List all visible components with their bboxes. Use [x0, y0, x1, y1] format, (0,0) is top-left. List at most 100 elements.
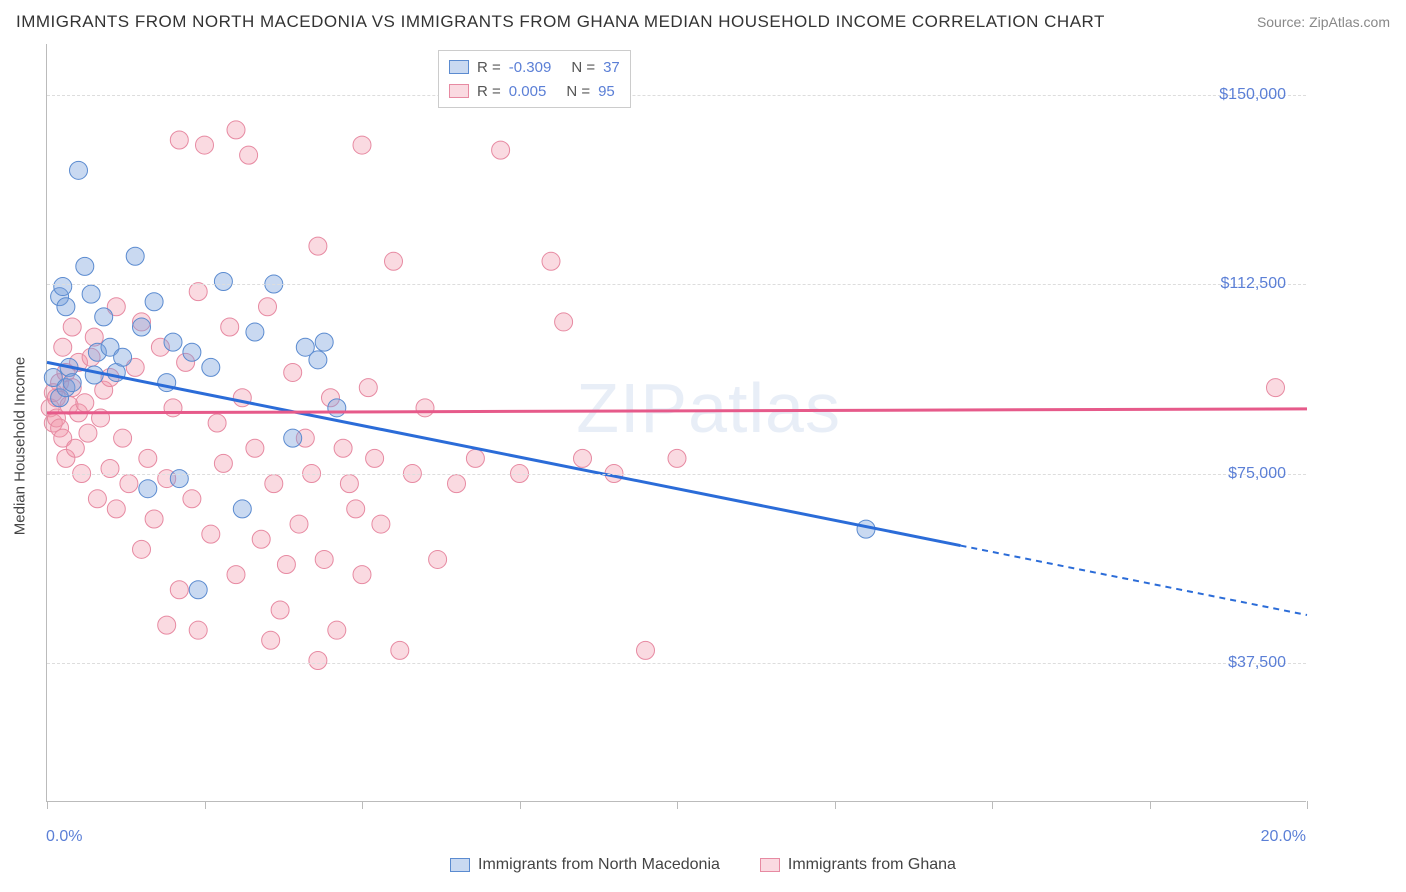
- gridline: [47, 663, 1306, 664]
- y-tick-label: $37,500: [1228, 654, 1286, 672]
- data-point-ghana: [385, 252, 403, 270]
- data-point-ghana: [221, 318, 239, 336]
- data-point-ghana: [416, 399, 434, 417]
- x-tick: [520, 801, 521, 809]
- data-point-north_macedonia: [114, 348, 132, 366]
- legend-swatch: [449, 60, 469, 74]
- title-bar: IMMIGRANTS FROM NORTH MACEDONIA VS IMMIG…: [16, 12, 1390, 32]
- legend-r-value: -0.309: [509, 59, 552, 76]
- legend-swatch: [449, 84, 469, 98]
- legend-n-value: 95: [598, 83, 615, 100]
- data-point-ghana: [133, 540, 151, 558]
- x-tick: [362, 801, 363, 809]
- data-point-ghana: [466, 449, 484, 467]
- data-point-north_macedonia: [70, 161, 88, 179]
- data-point-north_macedonia: [95, 308, 113, 326]
- data-point-north_macedonia: [284, 429, 302, 447]
- data-point-ghana: [54, 338, 72, 356]
- data-point-north_macedonia: [85, 366, 103, 384]
- data-point-ghana: [145, 510, 163, 528]
- data-point-north_macedonia: [54, 278, 72, 296]
- data-point-north_macedonia: [315, 333, 333, 351]
- data-point-ghana: [340, 475, 358, 493]
- data-point-ghana: [120, 475, 138, 493]
- data-point-ghana: [353, 566, 371, 584]
- data-point-ghana: [315, 550, 333, 568]
- data-point-ghana: [196, 136, 214, 154]
- data-point-ghana: [107, 500, 125, 518]
- legend-n-label: N =: [566, 83, 590, 100]
- data-point-ghana: [284, 363, 302, 381]
- data-point-ghana: [189, 621, 207, 639]
- x-axis-label: 20.0%: [1261, 828, 1306, 846]
- data-point-north_macedonia: [164, 333, 182, 351]
- data-point-north_macedonia: [82, 285, 100, 303]
- data-point-ghana: [265, 475, 283, 493]
- gridline: [47, 474, 1306, 475]
- data-point-north_macedonia: [328, 399, 346, 417]
- legend-row-ghana: R = 0.005 N = 95: [449, 79, 620, 103]
- data-point-north_macedonia: [183, 343, 201, 361]
- data-point-ghana: [114, 429, 132, 447]
- data-point-north_macedonia: [57, 298, 75, 316]
- x-tick: [992, 801, 993, 809]
- y-axis-title: Median Household Income: [12, 357, 29, 535]
- legend-r-label: R =: [477, 59, 501, 76]
- data-point-ghana: [542, 252, 560, 270]
- regression-line-dashed-north_macedonia: [961, 546, 1308, 615]
- x-tick: [677, 801, 678, 809]
- y-tick-label: $112,500: [1220, 275, 1286, 293]
- x-tick: [47, 801, 48, 809]
- x-tick: [1307, 801, 1308, 809]
- data-point-ghana: [555, 313, 573, 331]
- x-tick: [835, 801, 836, 809]
- data-point-north_macedonia: [133, 318, 151, 336]
- y-tick-label: $150,000: [1219, 86, 1286, 104]
- data-point-ghana: [183, 490, 201, 508]
- data-point-ghana: [277, 555, 295, 573]
- data-point-north_macedonia: [202, 358, 220, 376]
- data-point-ghana: [448, 475, 466, 493]
- data-point-ghana: [391, 641, 409, 659]
- data-point-ghana: [76, 394, 94, 412]
- bottom-legend-label: Immigrants from Ghana: [788, 856, 956, 874]
- data-point-ghana: [164, 399, 182, 417]
- data-point-ghana: [214, 454, 232, 472]
- data-point-ghana: [574, 449, 592, 467]
- data-point-north_macedonia: [139, 480, 157, 498]
- legend-r-label: R =: [477, 83, 501, 100]
- data-point-ghana: [492, 141, 510, 159]
- x-axis-label: 0.0%: [46, 828, 82, 846]
- data-point-ghana: [79, 424, 97, 442]
- data-point-ghana: [208, 414, 226, 432]
- data-point-ghana: [139, 449, 157, 467]
- bottom-legend-item-ghana: Immigrants from Ghana: [760, 856, 956, 874]
- data-point-ghana: [252, 530, 270, 548]
- chart-title: IMMIGRANTS FROM NORTH MACEDONIA VS IMMIG…: [16, 12, 1105, 32]
- data-point-ghana: [347, 500, 365, 518]
- legend-n-value: 37: [603, 59, 620, 76]
- data-point-ghana: [259, 298, 277, 316]
- chart-svg: [47, 44, 1307, 802]
- legend-box: R = -0.309 N = 37 R = 0.005 N = 95: [438, 50, 631, 108]
- data-point-ghana: [359, 379, 377, 397]
- gridline: [47, 95, 1306, 96]
- data-point-ghana: [637, 641, 655, 659]
- legend-r-value: 0.005: [509, 83, 547, 100]
- data-point-ghana: [309, 652, 327, 670]
- data-point-ghana: [353, 136, 371, 154]
- legend-swatch: [760, 858, 780, 872]
- data-point-ghana: [366, 449, 384, 467]
- data-point-ghana: [227, 121, 245, 139]
- data-point-ghana: [227, 566, 245, 584]
- data-point-north_macedonia: [170, 470, 188, 488]
- data-point-ghana: [170, 581, 188, 599]
- data-point-ghana: [271, 601, 289, 619]
- data-point-north_macedonia: [246, 323, 264, 341]
- gridline: [47, 284, 1306, 285]
- data-point-ghana: [328, 621, 346, 639]
- data-point-ghana: [309, 237, 327, 255]
- data-point-ghana: [290, 515, 308, 533]
- regression-line-ghana: [47, 409, 1307, 413]
- data-point-ghana: [158, 616, 176, 634]
